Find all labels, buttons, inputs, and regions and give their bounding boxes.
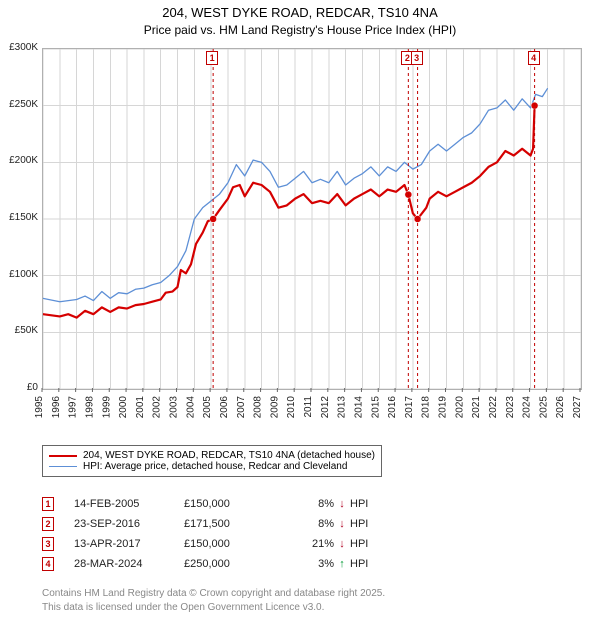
- legend: 204, WEST DYKE ROAD, REDCAR, TS10 4NA (d…: [42, 445, 382, 477]
- x-tick-label: 2017: [404, 396, 415, 419]
- footer-line-1: Contains HM Land Registry data © Crown c…: [42, 587, 385, 601]
- table-row: 4 28-MAR-2024£250,0003%↑HPI: [42, 554, 378, 574]
- table-row: 2 23-SEP-2016£171,5008%↓HPI: [42, 514, 378, 534]
- x-tick-label: 1995: [34, 396, 45, 419]
- series-price_paid: [43, 106, 535, 318]
- marker-label: 1: [206, 51, 218, 65]
- tx-percent: 3%: [284, 558, 334, 570]
- transaction-table: 114-FEB-2005£150,0008%↓HPI223-SEP-2016£1…: [42, 494, 378, 574]
- chart-container: 204, WEST DYKE ROAD, REDCAR, TS10 4NA Pr…: [0, 0, 600, 620]
- tx-marker: 2: [42, 517, 54, 531]
- tx-date: 23-SEP-2016: [74, 518, 184, 530]
- legend-item: HPI: Average price, detached house, Redc…: [49, 461, 375, 472]
- x-tick-label: 2007: [236, 396, 247, 419]
- x-tick-label: 2003: [169, 396, 180, 419]
- x-tick-label: 2012: [320, 396, 331, 419]
- tx-price: £250,000: [184, 558, 284, 570]
- tx-hpi-label: HPI: [350, 538, 378, 550]
- tx-date: 14-FEB-2005: [74, 498, 184, 510]
- x-tick-label: 2002: [152, 396, 163, 419]
- x-tick-label: 2026: [555, 396, 566, 419]
- y-tick-label: £150K: [0, 212, 38, 223]
- x-tick-label: 2010: [286, 396, 297, 419]
- tx-marker: 1: [42, 497, 54, 511]
- y-tick-label: £250K: [0, 99, 38, 110]
- marker-label: 4: [528, 51, 540, 65]
- x-tick-label: 2009: [269, 396, 280, 419]
- x-tick-label: 2011: [303, 396, 314, 418]
- tx-price: £171,500: [184, 518, 284, 530]
- y-tick-label: £50K: [0, 325, 38, 336]
- y-tick-label: £300K: [0, 42, 38, 53]
- chart-title: 204, WEST DYKE ROAD, REDCAR, TS10 4NA Pr…: [0, 4, 600, 38]
- x-tick-label: 2022: [488, 396, 499, 419]
- legend-label: 204, WEST DYKE ROAD, REDCAR, TS10 4NA (d…: [83, 450, 375, 461]
- marker-label: 3: [411, 51, 423, 65]
- tx-percent: 8%: [284, 518, 334, 530]
- arrow-down-icon: ↓: [334, 518, 350, 530]
- tx-price: £150,000: [184, 538, 284, 550]
- y-tick-label: £0: [0, 382, 38, 393]
- plot-svg: [43, 49, 581, 389]
- x-tick-label: 2025: [538, 396, 549, 419]
- plot-area: [42, 48, 582, 390]
- x-tick-label: 2018: [421, 396, 432, 419]
- x-tick-label: 2015: [370, 396, 381, 419]
- tx-hpi-label: HPI: [350, 558, 378, 570]
- x-tick-label: 2004: [185, 396, 196, 419]
- x-tick-label: 2016: [387, 396, 398, 419]
- legend-swatch: [49, 455, 77, 457]
- x-tick-label: 1996: [51, 396, 62, 419]
- arrow-down-icon: ↓: [334, 538, 350, 550]
- x-axis: 1995199619971998199920002001200220032004…: [42, 388, 580, 432]
- x-tick-label: 1999: [101, 396, 112, 419]
- x-tick-label: 2023: [505, 396, 516, 419]
- tx-date: 13-APR-2017: [74, 538, 184, 550]
- x-tick-label: 2006: [219, 396, 230, 419]
- y-tick-label: £200K: [0, 155, 38, 166]
- arrow-up-icon: ↑: [334, 558, 350, 570]
- x-tick-label: 2013: [337, 396, 348, 419]
- x-tick-label: 2019: [438, 396, 449, 419]
- title-line-1: 204, WEST DYKE ROAD, REDCAR, TS10 4NA: [0, 4, 600, 22]
- x-tick-label: 2027: [572, 396, 583, 419]
- x-tick-label: 1998: [84, 396, 95, 419]
- table-row: 1 14-FEB-2005£150,0008%↓HPI: [42, 494, 378, 514]
- footer-line-2: This data is licensed under the Open Gov…: [42, 601, 385, 615]
- y-axis: £0£50K£100K£150K£200K£250K£300K: [0, 48, 40, 388]
- tx-hpi-label: HPI: [350, 498, 378, 510]
- x-tick-label: 2021: [471, 396, 482, 419]
- tx-marker: 4: [42, 557, 54, 571]
- x-tick-label: 2020: [454, 396, 465, 419]
- x-tick-label: 2008: [253, 396, 264, 419]
- tx-marker: 3: [42, 537, 54, 551]
- tx-date: 28-MAR-2024: [74, 558, 184, 570]
- tx-percent: 8%: [284, 498, 334, 510]
- x-tick-label: 1997: [68, 396, 79, 419]
- title-line-2: Price paid vs. HM Land Registry's House …: [0, 22, 600, 38]
- footer: Contains HM Land Registry data © Crown c…: [42, 587, 385, 614]
- y-tick-label: £100K: [0, 269, 38, 280]
- gridlines: [43, 49, 581, 389]
- legend-label: HPI: Average price, detached house, Redc…: [83, 461, 347, 472]
- tx-price: £150,000: [184, 498, 284, 510]
- arrow-down-icon: ↓: [334, 498, 350, 510]
- x-tick-label: 2000: [118, 396, 129, 419]
- x-tick-label: 2005: [202, 396, 213, 419]
- tx-percent: 21%: [284, 538, 334, 550]
- x-tick-label: 2014: [353, 396, 364, 419]
- legend-swatch: [49, 466, 77, 467]
- legend-item: 204, WEST DYKE ROAD, REDCAR, TS10 4NA (d…: [49, 450, 375, 461]
- table-row: 3 13-APR-2017£150,00021%↓HPI: [42, 534, 378, 554]
- tx-hpi-label: HPI: [350, 518, 378, 530]
- x-tick-label: 2001: [135, 396, 146, 419]
- x-tick-label: 2024: [522, 396, 533, 419]
